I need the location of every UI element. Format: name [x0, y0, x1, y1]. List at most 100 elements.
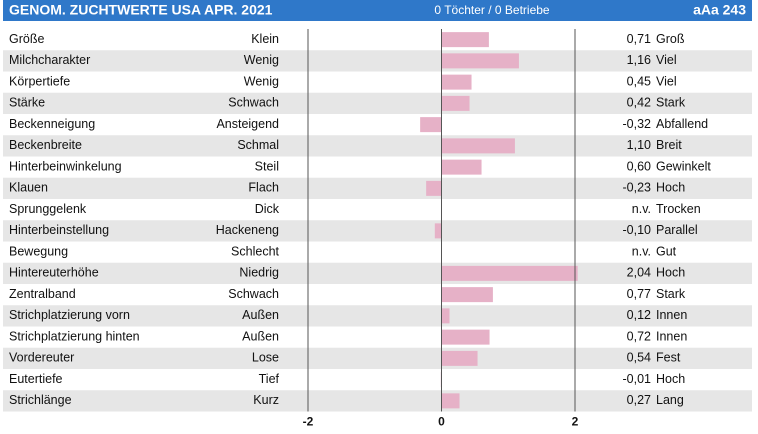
- trait-label: Beckenneigung: [9, 117, 95, 131]
- value-label: 1,16: [627, 53, 651, 67]
- value-label: n.v.: [632, 244, 651, 258]
- chart-subtitle: 0 Töchter / 0 Betriebe: [434, 3, 550, 17]
- trait-label: Vordereuter: [9, 351, 74, 365]
- right-pole-label: Trocken: [656, 202, 701, 216]
- trait-label: Bewegung: [9, 244, 68, 258]
- bar: [441, 138, 515, 154]
- left-pole-label: Ansteigend: [216, 117, 279, 131]
- bar: [441, 159, 482, 175]
- trait-label: Strichplatzierung vorn: [9, 308, 130, 322]
- value-label: 0,71: [627, 32, 651, 46]
- left-pole-label: Flach: [248, 181, 279, 195]
- row-band: [3, 92, 752, 114]
- bar: [441, 265, 578, 281]
- trait-label: Milchcharakter: [9, 53, 90, 67]
- x-tick-label: 2: [572, 415, 579, 429]
- left-pole-label: Außen: [242, 308, 279, 322]
- left-pole-label: Schwach: [228, 287, 279, 301]
- left-pole-label: Kurz: [253, 393, 279, 407]
- trait-label: Beckenbreite: [9, 138, 82, 152]
- value-label: -0,32: [623, 117, 652, 131]
- trait-label: Strichplatzierung hinten: [9, 329, 140, 343]
- trait-label: Stärke: [9, 96, 45, 110]
- row-band: [3, 135, 752, 157]
- value-label: n.v.: [632, 202, 651, 216]
- left-pole-label: Außen: [242, 329, 279, 343]
- left-pole-label: Schlecht: [231, 244, 279, 258]
- bar: [441, 53, 519, 69]
- row-band: [3, 305, 752, 327]
- left-pole-label: Niedrig: [239, 266, 279, 280]
- right-pole-label: Viel: [656, 53, 677, 67]
- value-label: -0,23: [623, 181, 652, 195]
- code: aAa 243: [693, 2, 746, 18]
- right-pole-label: Gut: [656, 244, 677, 258]
- trait-label: Größe: [9, 32, 44, 46]
- trait-label: Strichlänge: [9, 393, 72, 407]
- bar: [441, 32, 489, 48]
- right-pole-label: Innen: [656, 329, 687, 343]
- left-pole-label: Klein: [251, 32, 279, 46]
- left-pole-label: Lose: [252, 351, 279, 365]
- trait-label: Eutertiefe: [9, 372, 63, 386]
- trait-label: Hintereuterhöhe: [9, 266, 99, 280]
- right-pole-label: Hoch: [656, 181, 685, 195]
- right-pole-label: Hoch: [656, 266, 685, 280]
- left-pole-label: Steil: [255, 159, 279, 173]
- value-label: 0,72: [627, 329, 651, 343]
- right-pole-label: Parallel: [656, 223, 698, 237]
- trait-label: Zentralband: [9, 287, 76, 301]
- right-pole-label: Breit: [656, 138, 682, 152]
- header-bar: [3, 0, 752, 21]
- value-label: -0,01: [623, 372, 652, 386]
- left-pole-label: Tief: [259, 372, 280, 386]
- bar: [441, 329, 490, 345]
- right-pole-label: Groß: [656, 32, 685, 46]
- x-tick-label: -2: [303, 415, 314, 429]
- bar: [426, 180, 442, 196]
- left-pole-label: Hackeneng: [216, 223, 279, 237]
- bar: [441, 393, 460, 409]
- x-tick-label: 0: [438, 415, 445, 429]
- bar: [441, 74, 472, 90]
- left-pole-label: Wenig: [244, 74, 279, 88]
- left-pole-label: Schmal: [237, 138, 279, 152]
- value-label: 0,27: [627, 393, 651, 407]
- trait-label: Klauen: [9, 181, 48, 195]
- value-label: 0,77: [627, 287, 651, 301]
- row-band: [3, 390, 752, 412]
- value-label: 1,10: [627, 138, 651, 152]
- bar: [434, 223, 442, 239]
- value-label: 0,12: [627, 308, 651, 322]
- value-label: 0,42: [627, 96, 651, 110]
- value-label: 0,60: [627, 159, 651, 173]
- right-pole-label: Hoch: [656, 372, 685, 386]
- value-label: 0,45: [627, 74, 651, 88]
- right-pole-label: Stark: [656, 287, 686, 301]
- value-label: 0,54: [627, 351, 651, 365]
- row-band: [3, 220, 752, 242]
- chart-title: GENOM. ZUCHTWERTE USA APR. 2021: [9, 2, 273, 18]
- left-pole-label: Wenig: [244, 53, 279, 67]
- row-band: [3, 50, 752, 72]
- trait-label: Hinterbeinstellung: [9, 223, 109, 237]
- bar: [420, 117, 442, 133]
- row-band: [3, 347, 752, 369]
- right-pole-label: Viel: [656, 74, 677, 88]
- left-pole-label: Schwach: [228, 96, 279, 110]
- trait-label: Körpertiefe: [9, 74, 70, 88]
- trait-label: Hinterbeinwinkelung: [9, 159, 122, 173]
- row-band: [3, 177, 752, 199]
- right-pole-label: Lang: [656, 393, 684, 407]
- bar: [441, 95, 470, 111]
- value-label: 2,04: [627, 266, 651, 280]
- bar: [441, 350, 478, 366]
- bar: [441, 287, 493, 303]
- trait-label: Sprunggelenk: [9, 202, 87, 216]
- right-pole-label: Gewinkelt: [656, 159, 711, 173]
- right-pole-label: Fest: [656, 351, 681, 365]
- value-label: -0,10: [623, 223, 652, 237]
- right-pole-label: Stark: [656, 96, 686, 110]
- right-pole-label: Abfallend: [656, 117, 708, 131]
